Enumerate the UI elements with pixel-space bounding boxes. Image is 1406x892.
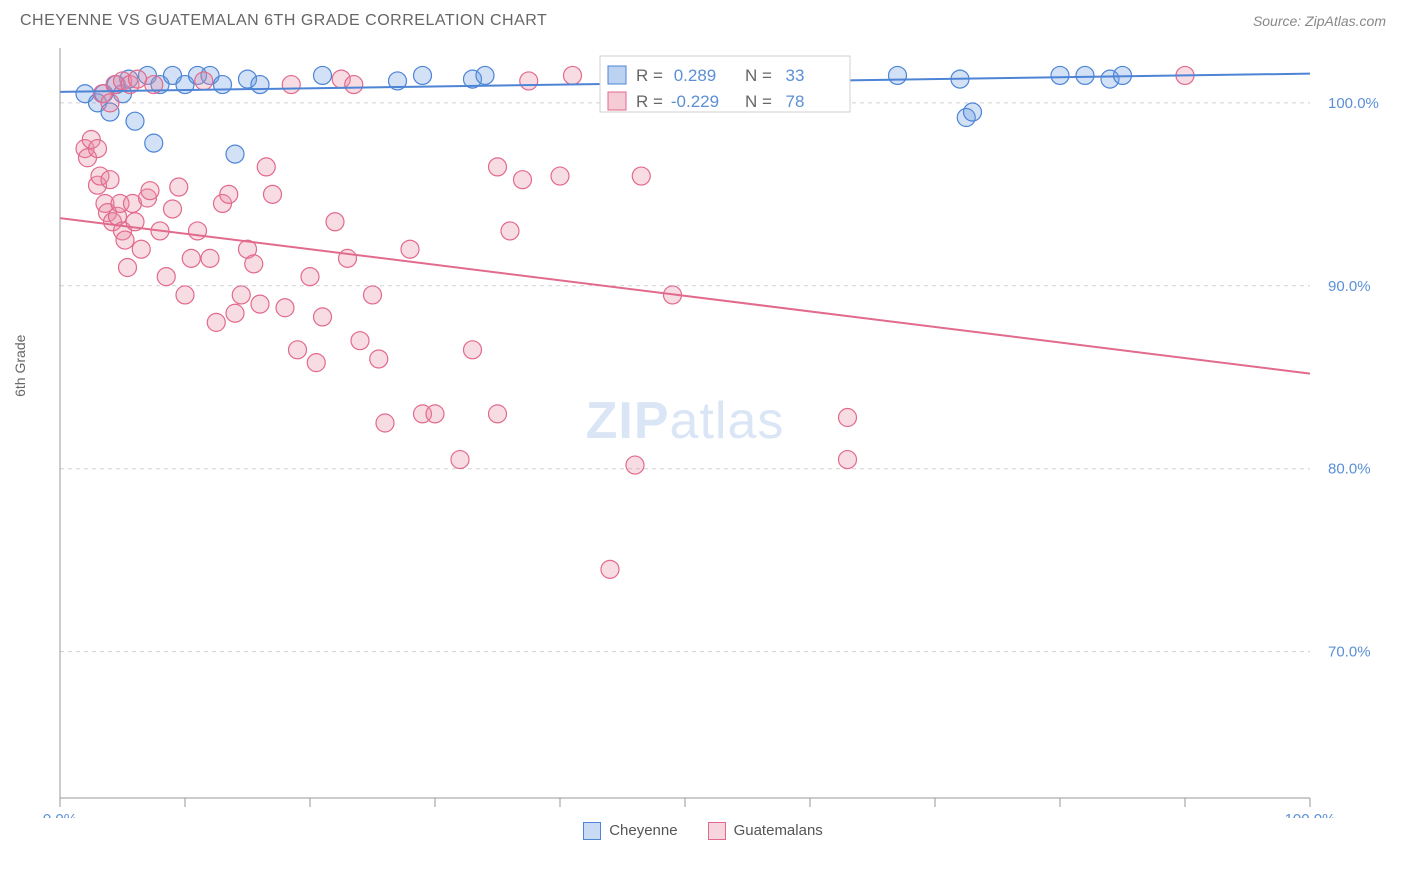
chart-area: 6th Grade 70.0%80.0%90.0%100.0%ZIPatlas0…: [40, 38, 1386, 818]
svg-text:N =: N =: [745, 92, 772, 111]
svg-text:N =: N =: [745, 66, 772, 85]
svg-text:70.0%: 70.0%: [1328, 644, 1371, 661]
svg-text:R =: R =: [636, 92, 663, 111]
legend-swatch: [583, 822, 601, 840]
svg-text:100.0%: 100.0%: [1285, 811, 1336, 818]
scatter-chart: 70.0% 80.0% 90.0% 100.0% ZIPatlas 0.0% 100.0% R…: [40, 38, 1386, 818]
svg-text:100.0%: 100.0%: [1328, 95, 1379, 112]
legend-label: Cheyenne: [609, 822, 677, 839]
svg-text:0.0%: 0.0%: [43, 811, 77, 818]
svg-text:33: 33: [786, 66, 805, 85]
svg-text:ZIPatlas: ZIPatlas: [586, 392, 785, 450]
legend-item: Cheyenne: [583, 822, 677, 840]
chart-source: Source: ZipAtlas.com: [1253, 13, 1386, 29]
bottom-legend: Cheyenne Guatemalans: [0, 822, 1406, 840]
source-name: ZipAtlas.com: [1305, 13, 1386, 29]
svg-text:-0.229: -0.229: [671, 92, 719, 111]
svg-text:90.0%: 90.0%: [1328, 278, 1371, 295]
svg-text:78: 78: [786, 92, 805, 111]
svg-text:0.289: 0.289: [674, 66, 717, 85]
svg-text:R =: R =: [636, 66, 663, 85]
source-prefix: Source:: [1253, 13, 1305, 29]
chart-title: CHEYENNE VS GUATEMALAN 6TH GRADE CORRELA…: [20, 12, 547, 30]
svg-text:80.0%: 80.0%: [1328, 461, 1371, 478]
legend-label: Guatemalans: [734, 822, 823, 839]
legend-item: Guatemalans: [708, 822, 823, 840]
legend-swatch: [708, 822, 726, 840]
y-axis-label: 6th Grade: [12, 335, 28, 397]
chart-header: CHEYENNE VS GUATEMALAN 6TH GRADE CORRELA…: [0, 0, 1406, 38]
